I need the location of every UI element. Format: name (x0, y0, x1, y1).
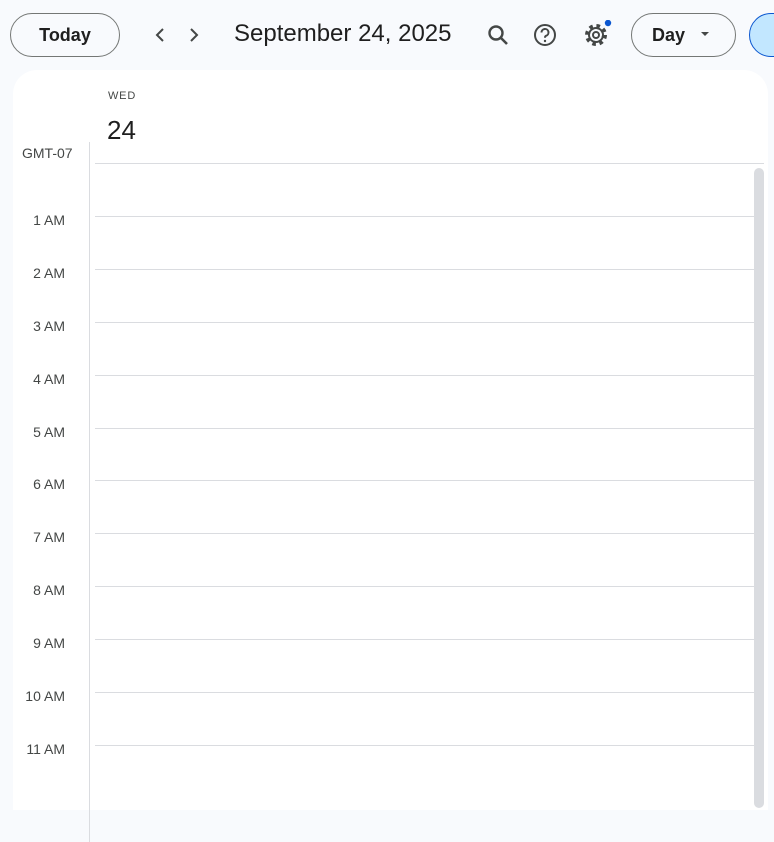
hour-line (95, 639, 764, 641)
prev-button[interactable] (155, 28, 164, 42)
hour-label: 7 AM (33, 529, 65, 546)
hour-line (95, 533, 764, 535)
hour-label: 5 AM (33, 423, 65, 440)
current-date: September 24, 2025 (234, 20, 452, 47)
hour-label: 2 AM (33, 264, 65, 281)
view-label: Day (652, 24, 686, 45)
hour-line (95, 215, 764, 217)
day-divider (89, 142, 90, 842)
settings-icon[interactable] (585, 20, 612, 46)
today-label: Today (39, 24, 91, 45)
hour-label: 8 AM (33, 582, 65, 599)
toolbar-icons (488, 20, 612, 46)
hour-line (95, 321, 764, 323)
weekday: WED (108, 90, 137, 102)
dropdown-arrow (701, 32, 710, 36)
view-dropdown[interactable]: Day (631, 13, 736, 57)
timezone: GMT-07 (22, 145, 73, 161)
hour-label: 3 AM (33, 317, 65, 334)
hour-line (95, 744, 764, 746)
hour-line (95, 586, 764, 588)
hour-label: 6 AM (33, 476, 65, 493)
hour-label: 11 AM (26, 740, 65, 757)
day-number[interactable]: 24 (107, 115, 136, 145)
page: Today September 24, 2025 Day WED 24 GMT-… (10, 13, 774, 842)
hour-label: 4 AM (33, 370, 65, 387)
next-button[interactable] (190, 28, 199, 42)
hour-label: 1 AM (33, 211, 65, 228)
hour-line (95, 480, 764, 482)
create-button[interactable] (749, 13, 774, 57)
hour-line (95, 163, 764, 164)
hour-label: 10 AM (25, 688, 65, 704)
hour-line (95, 374, 764, 376)
hour-line (95, 268, 764, 270)
today-button[interactable]: Today (10, 13, 120, 57)
help-icon[interactable] (534, 24, 556, 46)
day-panel: WED 24 GMT-07 1 AM 2 AM 3 AM 4 AM 5 AM 6 AM 7 … (13, 70, 768, 842)
search-icon[interactable] (488, 25, 508, 45)
hour-line (95, 692, 764, 693)
hour-line (95, 427, 764, 429)
hour-label: 9 AM (33, 635, 65, 652)
scrollbar (754, 168, 764, 808)
nav-arrows (155, 28, 199, 42)
